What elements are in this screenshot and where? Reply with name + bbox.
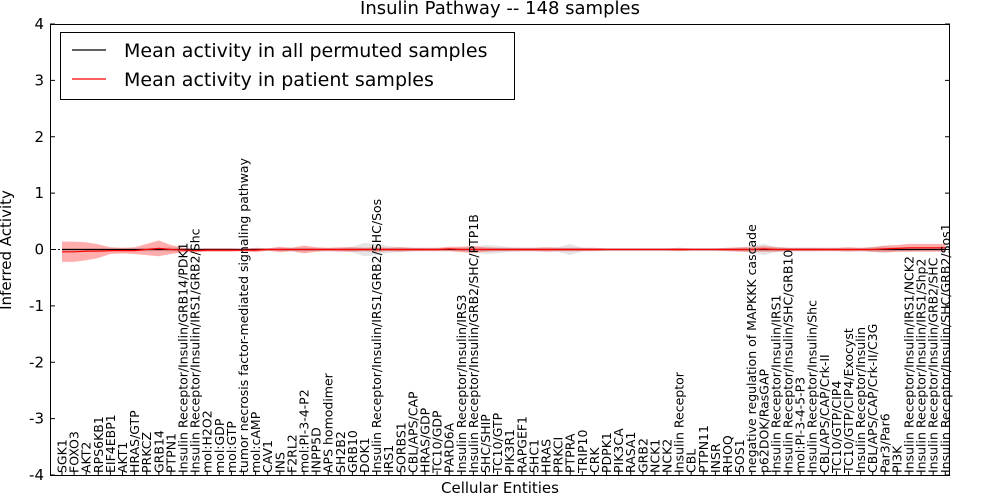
x-category-label: HRAS/GDP (418, 407, 433, 473)
x-category-label: tumor necrosis factor-mediated signaling… (236, 157, 251, 473)
x-category-label: TC10/GTP (490, 412, 505, 474)
y-tick-label: 2 (34, 128, 44, 146)
x-category-label: Insulin Receptor/Insulin/GRB2/SHC/PTP1B (466, 214, 481, 473)
x-category-label: PIK3R1 (502, 429, 517, 473)
x-category-label: Insulin Receptor/Insulin/IRS1/Shp2 (914, 259, 929, 473)
x-category-label: GRB10 (345, 430, 360, 473)
x-category-label: EIF4EBP1 (103, 414, 118, 473)
x-category-label: Insulin Receptor/Insulin/IRS1/GRB2/SHC/S… (369, 199, 384, 473)
x-category-label: Insulin Receptor/Insulin/IRS1/GRB2/Shc (188, 228, 203, 473)
x-category-label: Insulin Receptor/Insulin/Shc (805, 300, 820, 473)
x-category-label: PTPN1 (163, 433, 178, 473)
chart-title: Insulin Pathway -- 148 samples (360, 0, 640, 19)
x-category-label: NCK1 (647, 439, 662, 473)
x-category-label: Insulin Receptor/Insulin/IRS1/NCK2 (902, 256, 917, 473)
x-category-label: CRK (587, 447, 602, 473)
x-category-label: AKT1 (115, 442, 130, 473)
y-tick-label: -2 (29, 353, 44, 371)
x-category-label: RASA1 (623, 432, 638, 473)
x-category-label: SOS1 (732, 439, 747, 473)
x-category-label: CBL (684, 449, 699, 473)
y-tick-label: 3 (34, 71, 44, 89)
x-category-label: SORBS1 (393, 422, 408, 473)
x-category-label: mol:PI-3-4-P2 (297, 389, 312, 473)
x-category-label: INPP5D (309, 427, 324, 473)
x-category-label: PARD6A (442, 422, 457, 473)
x-category-label: TC10/GTP/CIP4 (829, 381, 844, 474)
x-category-label: CBL/APS/CAP/Crk-II/C3G (865, 324, 880, 473)
y-axis: -4 -3 -2 -1 0 1 2 3 4 (29, 15, 950, 484)
x-category-label: TC10/GDP (430, 410, 445, 474)
legend-box (60, 32, 515, 100)
x-category-label: RAPGEF1 (514, 416, 529, 473)
x-category-label: IRS1 (381, 445, 396, 473)
x-category-label: HRAS/GTP (127, 410, 142, 473)
x-category-label: HRAS (539, 439, 554, 473)
x-axis-category-labels: SGK1FOXO3AKT2RPS6KB1EIF4EBP1AKT1HRAS/GTP… (55, 157, 953, 475)
x-category-label: SGK1 (55, 439, 70, 473)
x-category-label: GRB2 (635, 438, 650, 473)
x-category-label: Insulin Receptor/Insulin/IRS1 (768, 295, 783, 473)
legend-label-permuted: Mean activity in all permuted samples (124, 40, 487, 62)
x-category-label: PRKCI (551, 437, 566, 473)
x-category-label: INS (272, 452, 287, 473)
x-category-label: Insulin Receptor/Insulin/SHC/GRB2/Sos1 (938, 223, 953, 473)
y-axis-label: Inferred Activity (0, 190, 15, 310)
x-category-label: FOXO3 (67, 431, 82, 473)
x-category-label: mol:cAMP (248, 411, 263, 473)
x-category-label: F2RL2 (284, 434, 299, 473)
x-category-label: NCK2 (660, 439, 675, 473)
x-category-label: AKT2 (79, 442, 94, 473)
x-category-label: Insulin Receptor/Insulin (853, 327, 868, 473)
x-category-label: SHC/SHIP (478, 414, 493, 473)
x-category-label: CBL/APS/CAP (405, 391, 420, 473)
x-category-label: CBL/APS/CAP/Crk-II (817, 354, 832, 473)
series-line-patient (62, 247, 946, 253)
x-category-label: mol:GTP (224, 421, 239, 473)
x-category-label: Insulin Receptor/Insulin/GRB14/PDK1 (176, 242, 191, 473)
x-category-label: Insulin Receptor (672, 371, 687, 473)
x-category-label: PRKCZ (139, 432, 154, 473)
x-category-label: mol:PI-3-4-5-P3 (793, 377, 808, 473)
x-category-label: RHOQ (720, 435, 735, 473)
x-category-label: mol:GDP (212, 418, 227, 473)
x-category-label: DOK1 (357, 437, 372, 473)
x-category-label: negative regulation of MAPKKK cascade (744, 224, 759, 473)
x-category-label: SHC1 (526, 439, 541, 473)
x-category-label: Insulin Receptor/Insulin/IRS3 (454, 295, 469, 473)
x-category-label: TC10/GTP/CIP4/Exocyst (841, 328, 856, 474)
x-axis-label: Cellular Entities (441, 479, 559, 497)
x-category-label: PDPK1 (599, 432, 614, 473)
y-tick-label: -1 (29, 297, 44, 315)
x-category-label: APS homodimer (321, 372, 336, 473)
band-patient (62, 240, 946, 262)
x-category-label: INSR (708, 443, 723, 473)
x-category-label: Insulin Receptor/Insulin/GRB2/SHC (926, 257, 941, 473)
y-tick-label: 4 (34, 15, 44, 33)
lines-layer (62, 247, 946, 253)
y-tick-label: 1 (34, 184, 44, 202)
x-category-label: Insulin Receptor/Insulin/SHC/GRB10 (781, 250, 796, 473)
x-category-label: PI3K (889, 445, 904, 473)
x-category-label: PIK3CA (611, 428, 626, 473)
y-tick-label: -4 (29, 466, 44, 484)
x-category-label: p62DOK/RasGAP (756, 368, 771, 473)
legend-label-patient: Mean activity in patient samples (124, 69, 434, 91)
x-category-label: SH2B2 (333, 431, 348, 473)
x-category-label: RPS6KB1 (91, 416, 106, 473)
legend[interactable]: Mean activity in all permuted samples Me… (60, 32, 515, 100)
x-category-label: Par3/Par6 (877, 413, 892, 473)
x-category-label: PTPRA (563, 433, 578, 473)
y-tick-label: 0 (34, 241, 44, 259)
x-category-label: PTPN11 (696, 425, 711, 473)
y-tick-label: -3 (29, 410, 44, 428)
x-category-label: TRIP10 (575, 430, 590, 474)
x-category-label: GRB14 (151, 430, 166, 473)
x-category-label: mol:H2O2 (200, 410, 215, 473)
x-category-label: CAV1 (260, 440, 275, 473)
